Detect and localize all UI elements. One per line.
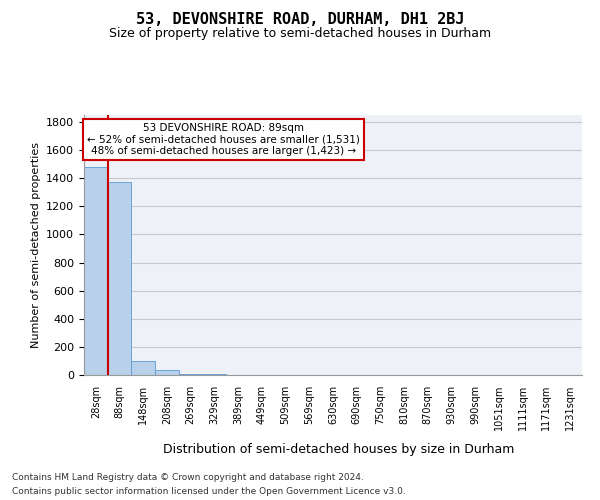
Text: Contains public sector information licensed under the Open Government Licence v3: Contains public sector information licen… [12, 488, 406, 496]
Bar [131, 361, 155, 375]
Y-axis label: Number of semi-detached properties: Number of semi-detached properties [31, 142, 41, 348]
Bar [203, 374, 226, 375]
Bar [179, 374, 203, 375]
Text: Distribution of semi-detached houses by size in Durham: Distribution of semi-detached houses by … [163, 442, 515, 456]
Bar [155, 370, 179, 375]
Bar [108, 182, 131, 375]
Bar [84, 167, 108, 375]
Text: 53 DEVONSHIRE ROAD: 89sqm
← 52% of semi-detached houses are smaller (1,531)
48% : 53 DEVONSHIRE ROAD: 89sqm ← 52% of semi-… [87, 123, 360, 156]
Text: Contains HM Land Registry data © Crown copyright and database right 2024.: Contains HM Land Registry data © Crown c… [12, 472, 364, 482]
Text: Size of property relative to semi-detached houses in Durham: Size of property relative to semi-detach… [109, 28, 491, 40]
Text: 53, DEVONSHIRE ROAD, DURHAM, DH1 2BJ: 53, DEVONSHIRE ROAD, DURHAM, DH1 2BJ [136, 12, 464, 28]
